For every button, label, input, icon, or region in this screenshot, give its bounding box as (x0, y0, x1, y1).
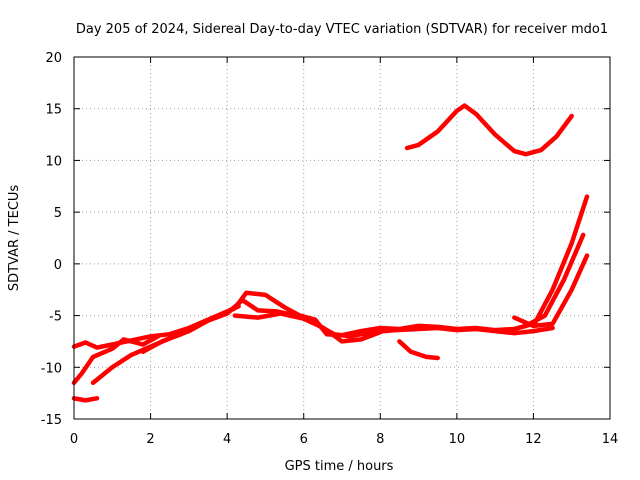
y-axis-label: SDTVAR / TECUs (7, 185, 22, 292)
y-tick-label: 5 (54, 206, 62, 221)
y-tick-label: -5 (49, 310, 62, 325)
x-tick-label: 4 (223, 432, 231, 447)
data-series-layer (71, 103, 590, 403)
x-axis-label: GPS time / hours (285, 459, 394, 474)
series-line-s10 (504, 232, 586, 334)
series-line-s2 (71, 334, 161, 386)
series-line-s6 (232, 311, 555, 339)
series-line-s7 (397, 339, 440, 361)
series-line-s5 (140, 290, 536, 355)
y-tick-label: -10 (41, 361, 62, 376)
x-tick-label: 10 (449, 432, 466, 447)
x-tick-label: 2 (146, 432, 154, 447)
x-tick-label: 8 (376, 432, 384, 447)
x-tick-label: 14 (602, 432, 619, 447)
series-line-s8 (404, 103, 574, 157)
x-tick-label: 12 (525, 432, 542, 447)
axis-ticks: 0 2 4 6 8 10 12 14 -15 -10 -5 0 5 10 15 20 (41, 51, 619, 447)
y-tick-label: 10 (45, 154, 62, 169)
series-line-s1 (71, 304, 241, 350)
grid-lines (74, 57, 610, 419)
x-tick-label: 0 (70, 432, 78, 447)
y-tick-label: 0 (54, 258, 62, 273)
series-line-s3 (71, 396, 100, 403)
y-tick-label: -15 (41, 413, 62, 428)
chart-title: Day 205 of 2024, Sidereal Day-to-day VTE… (76, 22, 608, 37)
plot-frame (73, 56, 611, 420)
y-tick-label: 20 (45, 51, 62, 66)
y-tick-label: 15 (45, 103, 62, 118)
series-line-s11 (531, 253, 590, 329)
x-tick-label: 6 (300, 432, 308, 447)
